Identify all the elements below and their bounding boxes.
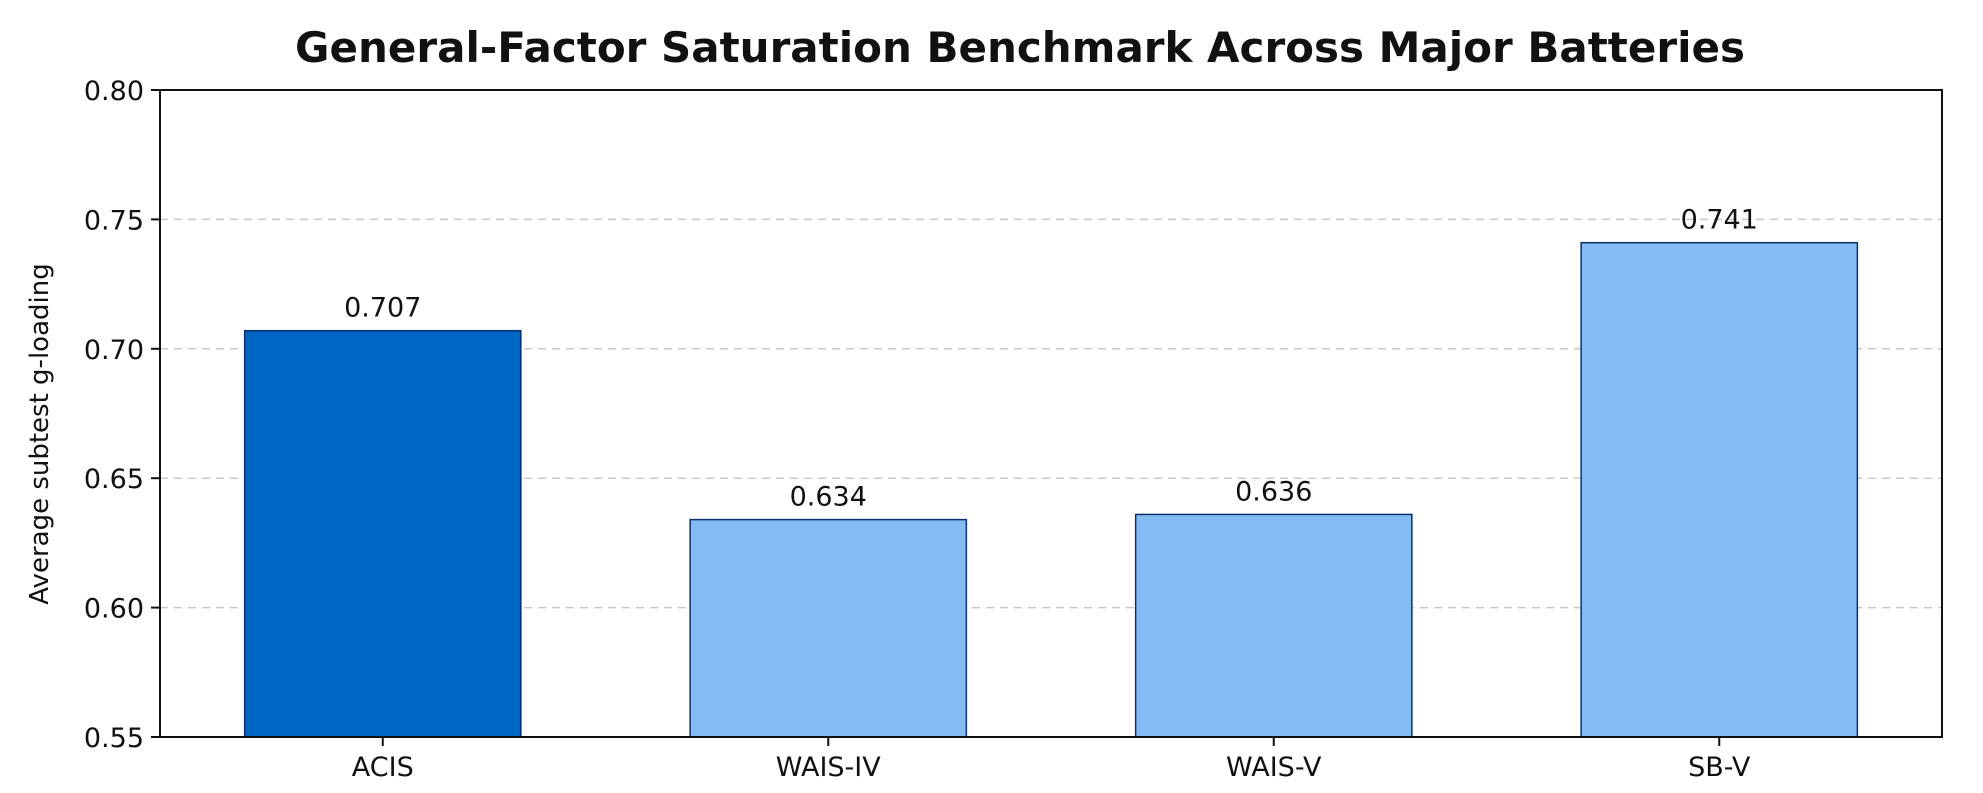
x-axis-ticks: ACIS WAIS-IV WAIS-V SB-V [352,737,1751,783]
y-tick-label: 0.80 [84,76,144,107]
y-tick-label: 0.70 [84,335,144,366]
bar-wais-iv [689,518,968,738]
chart-title: General-Factor Saturation Benchmark Acro… [295,23,1745,72]
x-tick-label: SB-V [1688,752,1751,783]
x-tick-label: WAIS-V [1226,752,1322,783]
y-axis-ticks: 0.55 0.60 0.65 0.70 0.75 0.80 [84,76,160,754]
y-tick-label: 0.60 [84,594,144,625]
bar-acis [243,329,522,738]
x-tick-label: ACIS [352,752,414,783]
y-tick-label: 0.75 [84,205,144,236]
data-labels: 0.707 0.634 0.636 0.741 [344,205,1758,513]
x-tick-label: WAIS-IV [776,752,881,783]
bars [243,241,1859,738]
plot-frame [159,89,1943,738]
y-axis-label: Average subtest g-loading [25,263,55,604]
data-label: 0.741 [1681,205,1758,236]
bar-sb-v [1580,241,1859,738]
data-label: 0.636 [1235,476,1312,507]
bar-wais-v [1134,513,1413,738]
y-tick-label: 0.65 [84,464,144,495]
y-tick-label: 0.55 [84,723,144,754]
data-label: 0.634 [790,482,867,513]
data-label: 0.707 [344,293,421,324]
